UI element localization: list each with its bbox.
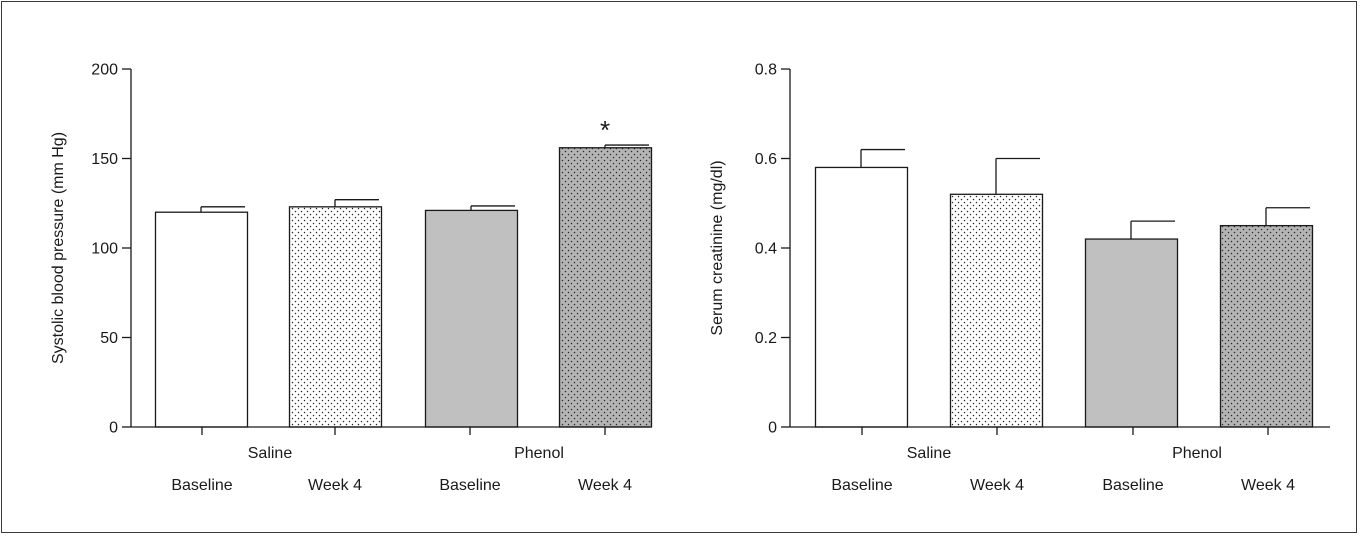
category-label: Week 4 xyxy=(308,477,362,494)
y-tick-label: 0.6 xyxy=(755,151,777,168)
category-label: Baseline xyxy=(439,477,500,494)
bar xyxy=(558,147,653,428)
bar xyxy=(154,211,249,428)
y-tick-label: 200 xyxy=(91,62,118,79)
category-label: Week 4 xyxy=(578,477,632,494)
y-tick-label: 0 xyxy=(768,420,777,437)
y-axis-label: Systolic blood pressure (mm Hg) xyxy=(50,132,67,364)
group-label: Phenol xyxy=(514,445,564,462)
category-label: Baseline xyxy=(1102,477,1163,494)
category-label: Week 4 xyxy=(970,477,1024,494)
category-label: Week 4 xyxy=(1241,477,1295,494)
category-label: Baseline xyxy=(831,477,892,494)
bar xyxy=(288,206,383,428)
y-tick-label: 0 xyxy=(109,420,118,437)
bar xyxy=(424,209,519,428)
bar xyxy=(1219,224,1314,428)
y-axis-label: Serum creatinine (mg/dl) xyxy=(709,160,726,335)
y-tick-label: 0.8 xyxy=(755,62,777,79)
y-tick-label: 50 xyxy=(100,330,118,347)
bar xyxy=(949,193,1044,428)
category-label: Baseline xyxy=(171,477,232,494)
y-tick-label: 150 xyxy=(91,151,118,168)
bar xyxy=(1084,238,1179,428)
chart-2: 0 0.2 0.4 0.6 0.8 Serum creatinine (mg/dl) Sal… xyxy=(709,62,1330,494)
y-tick-label: 0.2 xyxy=(755,330,777,347)
group-label: Phenol xyxy=(1172,445,1222,462)
group-label: Saline xyxy=(248,445,293,462)
bar xyxy=(814,166,909,428)
group-label: Saline xyxy=(907,445,952,462)
significance-marker: * xyxy=(600,115,610,145)
y-tick-label: 100 xyxy=(91,241,118,258)
y-tick-label: 0.4 xyxy=(755,241,777,258)
chart-1: * 0 50 100 150 200 Systolic blood pressure (mm… xyxy=(50,62,653,494)
